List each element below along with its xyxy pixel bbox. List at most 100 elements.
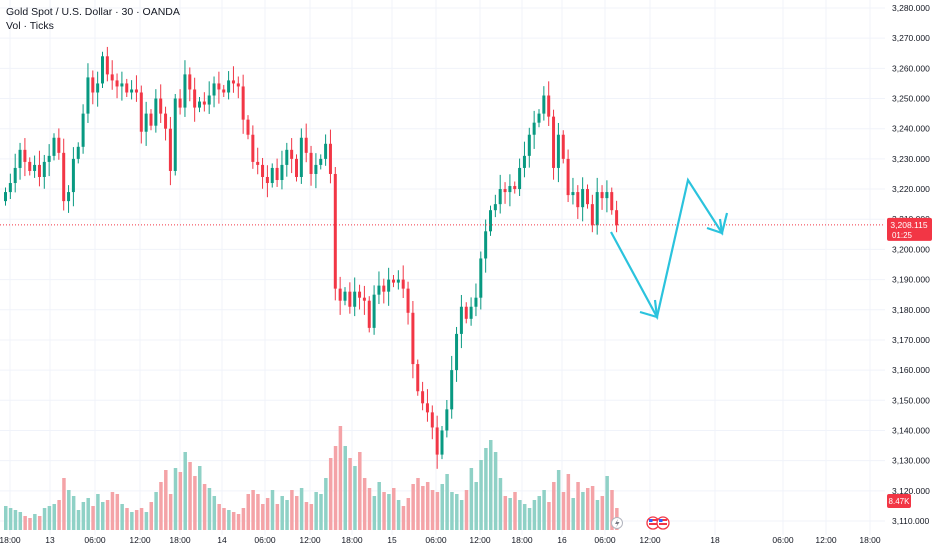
candle-body [285, 149, 289, 165]
volume-bar [493, 452, 498, 530]
volume-bar [13, 510, 18, 530]
chart-legend: Gold Spot / U.S. Dollar · 30 · OANDA Vol… [6, 5, 180, 33]
volume-bar [256, 494, 260, 530]
candle-body [246, 119, 250, 135]
volume-bar [18, 512, 23, 530]
x-tick-label: 13 [45, 535, 55, 545]
volume-bar [120, 504, 124, 530]
volume-bar [4, 506, 8, 530]
us-flag-icon [649, 519, 657, 521]
y-tick-label: 3,230.000 [892, 154, 930, 164]
volume-bar [586, 488, 590, 530]
x-tick-label: 12:00 [815, 535, 837, 545]
x-tick-label: 16 [557, 535, 567, 545]
current-price-label: 3,208.115 [890, 220, 927, 230]
volume-bar [396, 500, 401, 530]
x-tick-label: 06:00 [425, 535, 447, 545]
volume-bar [125, 508, 129, 530]
x-tick-label: 06:00 [594, 535, 616, 545]
volume-bar [479, 460, 483, 530]
volume-bar [561, 492, 566, 530]
candle-body [498, 189, 502, 205]
volume-bar [362, 478, 367, 530]
volume-bar [164, 470, 168, 530]
candle-body [101, 56, 104, 84]
candle-body [576, 192, 580, 208]
candle-body [581, 189, 585, 208]
volume-bar [522, 504, 527, 530]
volume-bar [149, 502, 153, 530]
volume-bar [236, 514, 241, 530]
volume-bar [217, 504, 221, 530]
us-flag-icon [649, 519, 653, 522]
x-tick-label: 18:00 [0, 535, 21, 545]
candle-body [469, 306, 473, 319]
volume-bar [333, 446, 338, 530]
candle-body [367, 300, 371, 328]
volume-bar [144, 512, 149, 530]
candle-body [52, 137, 56, 156]
symbol-title: Gold Spot / U.S. Dollar · 30 · OANDA [6, 6, 180, 18]
projection-arrow-head [706, 218, 724, 235]
volume-bar [246, 494, 250, 530]
volume-label-box [887, 494, 911, 508]
volume-bar [154, 492, 158, 530]
projection-arrow-path [610, 177, 729, 321]
candle-body [130, 89, 134, 93]
volume-bar [227, 510, 231, 530]
volume-bar [338, 426, 343, 530]
volume-bar [207, 488, 212, 530]
y-tick-label: 3,250.000 [892, 94, 930, 104]
volume-bar [309, 504, 314, 530]
candle-body [304, 137, 308, 153]
candle-body [76, 146, 80, 159]
candle-body [144, 113, 148, 132]
volume-bar [367, 488, 372, 530]
volume-bar [105, 500, 110, 530]
volume-bar [251, 490, 255, 530]
volume-bar [71, 496, 76, 530]
volume-bar [600, 496, 605, 530]
candle-body [338, 288, 342, 301]
y-tick-label: 3,160.000 [892, 365, 930, 375]
volume-bar [275, 504, 280, 530]
volume-bar [231, 512, 236, 530]
volume-bar [358, 452, 362, 530]
volume-bar [130, 512, 134, 530]
candle-body [105, 56, 109, 75]
candle-body [314, 164, 318, 174]
y-tick-label: 3,150.000 [892, 395, 930, 405]
volume-bar [450, 492, 454, 530]
candle-body [173, 98, 177, 171]
candle-body [430, 412, 434, 428]
candle-body [270, 167, 274, 184]
volume-bar [411, 484, 415, 530]
candle-body [421, 391, 425, 404]
candle-body [168, 128, 172, 171]
volume-bar [605, 476, 609, 530]
volume-bar [57, 500, 61, 530]
volume-bar [425, 482, 430, 530]
volume-bar [610, 490, 614, 530]
volume-bar [324, 478, 328, 530]
candle-body [324, 143, 328, 159]
volume-bar [552, 482, 556, 530]
volume-bar [96, 494, 100, 530]
candle-body [139, 92, 143, 132]
candle-body [489, 210, 492, 232]
candle-body [348, 291, 352, 307]
candle-body [81, 113, 85, 147]
volume-bar [518, 500, 522, 530]
volume-bar [590, 486, 595, 530]
volume-bar [110, 492, 115, 530]
volume-indicator-label: Vol · Ticks [6, 20, 54, 32]
candle-body [265, 176, 269, 184]
x-tick-label: 15 [387, 535, 397, 545]
candle-body [231, 80, 235, 84]
candle-body [202, 101, 206, 105]
volume-bar [571, 498, 575, 530]
candle-body [178, 98, 182, 108]
candle-body [387, 279, 391, 292]
